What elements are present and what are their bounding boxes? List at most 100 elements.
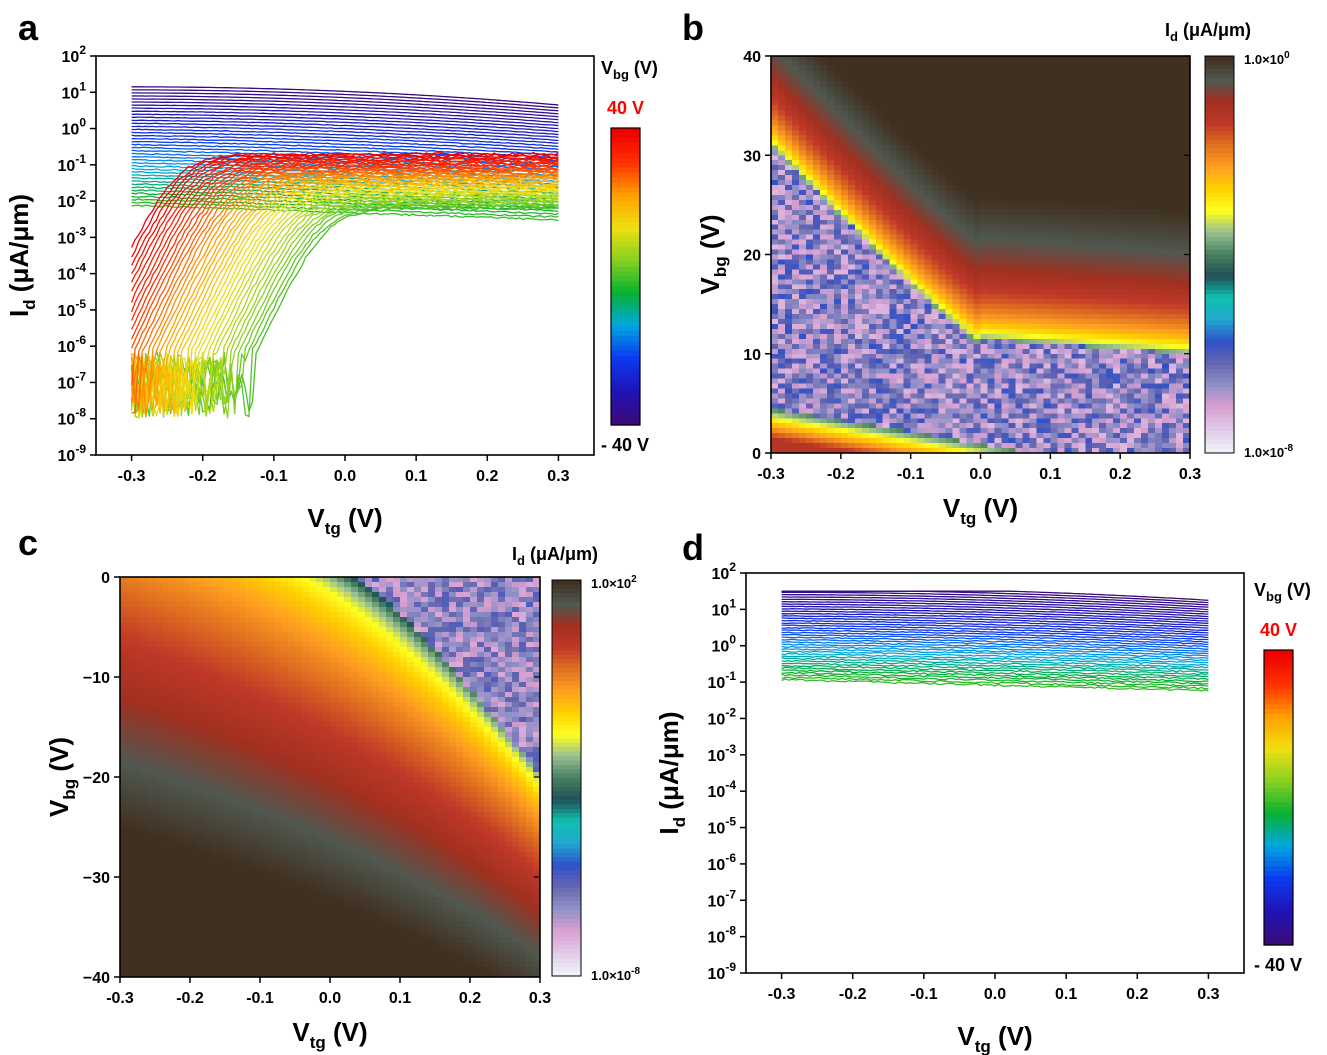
heatmap-cell bbox=[973, 348, 981, 355]
heatmap-cell bbox=[882, 56, 891, 62]
heatmap-cell bbox=[1043, 165, 1051, 171]
heatmap-cell bbox=[1099, 110, 1107, 117]
heatmap-cell bbox=[917, 209, 926, 216]
heatmap-cell bbox=[1183, 160, 1191, 166]
heatmap-cell bbox=[777, 65, 786, 72]
heatmap-cell bbox=[833, 115, 842, 122]
heatmap-cell bbox=[854, 155, 863, 161]
heatmap-cell bbox=[854, 204, 863, 211]
heatmap-cell bbox=[854, 90, 863, 97]
heatmap-cell bbox=[1120, 428, 1128, 434]
heatmap-cell bbox=[959, 229, 968, 236]
heatmap-cell bbox=[1029, 408, 1037, 414]
heatmap-cell bbox=[1071, 175, 1079, 181]
heatmap-cell bbox=[945, 448, 954, 454]
heatmap-cell bbox=[1106, 448, 1114, 454]
heatmap-cell bbox=[791, 145, 800, 151]
heatmap-cell bbox=[1176, 95, 1184, 102]
colorbar-segment bbox=[611, 291, 640, 297]
heatmap-cell bbox=[1162, 56, 1170, 62]
heatmap-cell bbox=[896, 60, 905, 67]
heatmap-cell bbox=[826, 259, 835, 265]
heatmap-cell bbox=[1071, 383, 1079, 389]
heatmap-cell bbox=[1022, 155, 1030, 161]
heatmap-cell bbox=[1176, 428, 1184, 434]
heatmap-cell bbox=[1141, 100, 1149, 107]
heatmap-cell bbox=[1183, 115, 1191, 122]
heatmap-cell bbox=[1008, 219, 1016, 226]
heatmap-cell bbox=[1036, 393, 1044, 399]
heatmap-cell bbox=[875, 110, 884, 117]
heatmap-cell bbox=[917, 383, 926, 389]
heatmap-cell bbox=[1155, 269, 1163, 275]
heatmap-cell bbox=[777, 214, 786, 221]
iv-curve bbox=[131, 137, 559, 156]
heatmap-cell bbox=[1169, 249, 1177, 255]
heatmap-cell bbox=[931, 170, 940, 176]
heatmap-cell bbox=[854, 130, 863, 136]
heatmap-cell bbox=[1057, 155, 1065, 161]
heatmap-cell bbox=[994, 403, 1002, 409]
heatmap-cell bbox=[1106, 189, 1114, 196]
heatmap-cell bbox=[1022, 85, 1030, 92]
heatmap-cell bbox=[973, 259, 981, 265]
colorbar-segment bbox=[611, 415, 640, 421]
heatmap-cell bbox=[854, 189, 863, 196]
heatmap-cell bbox=[798, 378, 807, 385]
heatmap-cell bbox=[1071, 155, 1079, 161]
heatmap-cell bbox=[784, 229, 793, 236]
heatmap-cell bbox=[833, 56, 842, 62]
heatmap-cell bbox=[1043, 100, 1051, 107]
heatmap-cell bbox=[1155, 338, 1163, 345]
heatmap-cell bbox=[1001, 403, 1009, 409]
heatmap-cell bbox=[826, 189, 835, 196]
heatmap-cell bbox=[875, 408, 884, 414]
heatmap-cell bbox=[1008, 135, 1016, 141]
heatmap-cell bbox=[868, 244, 877, 251]
heatmap-cell bbox=[1036, 413, 1044, 419]
heatmap-cell bbox=[1113, 323, 1121, 330]
heatmap-cell bbox=[771, 56, 779, 62]
heatmap-cell bbox=[1085, 185, 1093, 191]
heatmap-cell bbox=[931, 95, 940, 102]
heatmap-cell bbox=[847, 204, 856, 211]
heatmap-cell bbox=[875, 284, 884, 290]
heatmap-cell bbox=[959, 254, 968, 260]
heatmap-cell bbox=[931, 284, 940, 290]
heatmap-cell bbox=[882, 338, 891, 345]
colorbar-segment bbox=[611, 251, 640, 258]
heatmap-cell bbox=[1022, 259, 1030, 265]
heatmap-cell bbox=[931, 274, 940, 280]
heatmap-cell bbox=[896, 418, 905, 424]
heatmap-cell bbox=[910, 448, 919, 454]
heatmap-cell bbox=[1078, 170, 1086, 176]
heatmap-cell bbox=[1106, 204, 1114, 211]
heatmap-cell bbox=[798, 304, 807, 310]
heatmap-cell bbox=[1001, 328, 1009, 335]
heatmap-cell bbox=[1022, 70, 1030, 77]
heatmap-cell bbox=[777, 284, 786, 290]
heatmap-cell bbox=[1064, 398, 1072, 404]
heatmap-cell bbox=[840, 70, 849, 77]
heatmap-cell bbox=[1029, 105, 1037, 112]
heatmap-cell bbox=[896, 160, 905, 166]
heatmap-cell bbox=[987, 408, 995, 414]
heatmap-cell bbox=[882, 175, 891, 181]
heatmap-cell bbox=[791, 314, 800, 320]
heatmap-cell bbox=[861, 75, 870, 82]
heatmap-cell bbox=[1071, 428, 1079, 434]
heatmap-cell bbox=[784, 224, 793, 231]
heatmap-cell bbox=[777, 115, 786, 122]
heatmap-cell bbox=[1043, 378, 1051, 385]
heatmap-cell bbox=[882, 269, 891, 275]
heatmap-cell bbox=[826, 75, 835, 82]
heatmap-cell bbox=[771, 229, 779, 236]
heatmap-cell bbox=[924, 413, 933, 419]
heatmap-cell bbox=[994, 135, 1002, 141]
heatmap-cell bbox=[973, 413, 981, 419]
heatmap-cell bbox=[1036, 398, 1044, 404]
heatmap-cell bbox=[771, 160, 779, 166]
heatmap-cell bbox=[833, 209, 842, 216]
heatmap-cell bbox=[980, 368, 988, 375]
heatmap-cell bbox=[784, 60, 793, 67]
